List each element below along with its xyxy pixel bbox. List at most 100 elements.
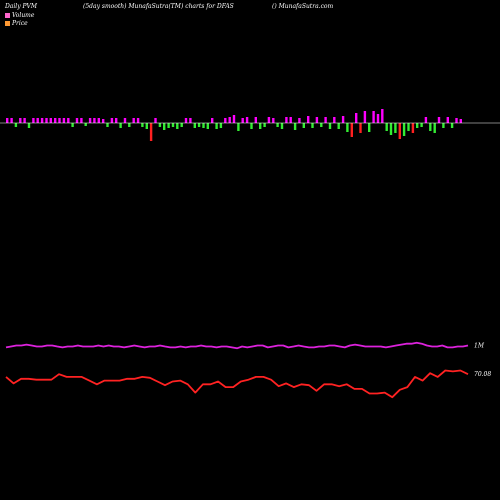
volume-bar <box>106 123 109 127</box>
volume-bar <box>298 118 301 123</box>
volume-bar <box>437 117 441 123</box>
chart-header-site: () MunafaSutra.com <box>272 3 334 10</box>
volume-bar <box>232 115 236 123</box>
volume-bar <box>333 117 336 123</box>
volume-bar <box>459 119 462 123</box>
volume-bar <box>123 118 127 123</box>
volume-bar <box>189 118 192 123</box>
volume-bar <box>80 118 83 123</box>
volume-bar <box>416 123 419 128</box>
volume-bar <box>54 118 57 123</box>
volume-bar <box>372 111 375 123</box>
volume-bar <box>97 118 100 123</box>
volume-bar <box>176 123 179 129</box>
volume-bar <box>272 118 275 123</box>
volume-bar <box>215 123 218 129</box>
volume-bar <box>337 123 340 129</box>
volume-bar <box>285 117 288 123</box>
volume-bar <box>263 123 266 127</box>
volume-bar <box>71 123 74 127</box>
volume-bar <box>429 123 432 131</box>
volume-bar <box>355 113 358 123</box>
volume-bar <box>424 117 428 123</box>
volume-bar <box>315 117 319 123</box>
volume-bar <box>211 118 214 123</box>
series-end-label: 70.08 <box>474 371 491 378</box>
volume-bar <box>324 117 327 123</box>
volume-bar <box>75 118 79 123</box>
volume-bar <box>245 117 249 123</box>
volume-bar <box>420 123 423 127</box>
volume-bar <box>27 123 31 128</box>
volume-bar <box>237 123 240 131</box>
legend-volume-swatch <box>5 13 10 18</box>
volume-bar <box>49 118 52 123</box>
volume-bar <box>250 123 253 129</box>
volume-bar <box>389 123 393 135</box>
volume-bar <box>197 123 201 127</box>
volume-bar <box>293 123 297 130</box>
volume-bar <box>350 123 353 137</box>
legend-volume-label: Volume <box>12 12 35 19</box>
volume-bars <box>6 109 462 141</box>
volume-bar <box>402 123 406 136</box>
volume-bar <box>10 118 13 123</box>
volume-bar <box>6 118 9 123</box>
volume-bar <box>67 118 70 123</box>
volume-bar <box>171 123 175 127</box>
chart-header-title: (5day smooth) MunafaSutra(TM) charts for… <box>83 3 234 10</box>
volume-bar <box>346 123 349 132</box>
volume-bar <box>154 118 157 123</box>
volume-bar <box>385 123 388 131</box>
volume-bar <box>307 116 310 123</box>
price-lines: 1M 70.08 <box>5 341 491 399</box>
volume-bar <box>302 123 305 128</box>
volume-bar <box>224 118 227 123</box>
volume-bar <box>228 117 231 123</box>
volume-bar <box>167 123 170 128</box>
volume-bar <box>320 123 323 127</box>
volume-bar <box>119 123 122 128</box>
volume-bar <box>19 118 22 123</box>
series-end-label: 1M <box>474 343 485 350</box>
volume-bar <box>394 123 397 133</box>
volume-bar <box>411 123 415 133</box>
volume-bar <box>376 114 380 123</box>
volume-bar <box>450 123 454 128</box>
legend-price-swatch <box>5 21 10 26</box>
volume-bar <box>88 118 92 123</box>
volume-bar <box>128 123 131 127</box>
legend-price-label: Price <box>12 20 28 27</box>
legend-price: Price <box>5 20 28 27</box>
volume-bar <box>14 123 18 127</box>
volume-bar <box>115 118 118 123</box>
volume-bar <box>328 123 332 129</box>
volume-bar <box>254 117 257 123</box>
volume-bar <box>289 117 292 123</box>
volume-bar <box>136 118 140 123</box>
volume-bar <box>241 118 244 123</box>
legend-volume: Volume <box>5 12 34 19</box>
volume-bar <box>455 118 458 123</box>
volume-bar <box>84 123 87 126</box>
volume-bar <box>58 118 61 123</box>
volume-bar <box>368 123 371 132</box>
volume-bar <box>442 123 445 128</box>
volume-bar <box>141 123 144 127</box>
volume-bar <box>311 123 314 128</box>
volume-bar <box>102 119 105 123</box>
volume-bar <box>32 118 35 123</box>
volume-bar <box>359 123 362 133</box>
volume-bar <box>363 111 367 123</box>
volume-bar <box>62 118 66 123</box>
volume-bar <box>280 123 284 129</box>
volume-bar <box>446 117 449 123</box>
volume-bar <box>36 118 39 123</box>
volume-bar <box>23 118 26 123</box>
volume-bar <box>341 116 345 123</box>
volume-bar <box>132 118 135 123</box>
volume-bar <box>163 123 166 130</box>
volume-bar <box>267 117 271 123</box>
volume-bar <box>193 123 196 128</box>
volume-bar <box>149 123 153 141</box>
